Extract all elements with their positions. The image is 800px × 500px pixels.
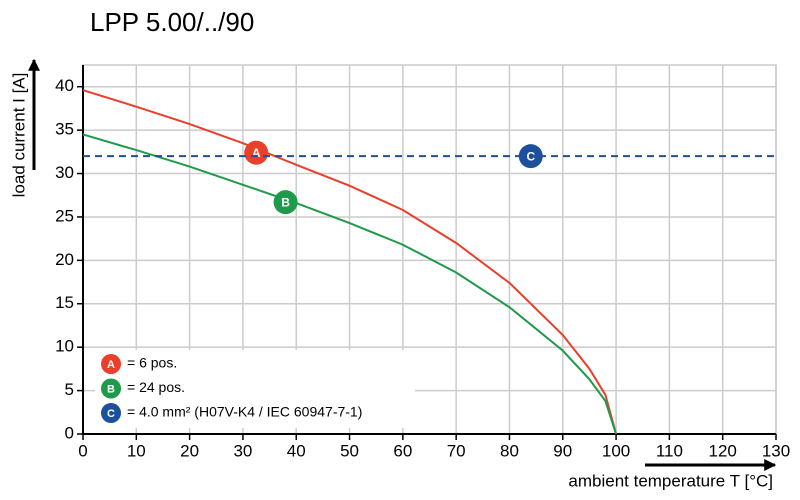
x-tick-label: 80 [500, 441, 519, 460]
marker-badge [101, 378, 121, 399]
x-tick-label: 20 [180, 441, 199, 460]
series-line [82, 89, 618, 435]
y-tick-label: 0 [65, 423, 74, 442]
chart-title: LPP 5.00/../90 [90, 7, 254, 37]
y-tick-label: 10 [55, 337, 74, 356]
marker-letter: C [526, 149, 535, 163]
marker-letter: C [107, 408, 115, 420]
x-tick-label: 70 [447, 441, 466, 460]
x-tick-label: 10 [127, 441, 146, 460]
legend-label: = 24 pos. [127, 379, 185, 395]
x-tick-label: 30 [233, 441, 252, 460]
x-tick-label: 120 [709, 441, 737, 460]
marker-letter: A [252, 146, 261, 160]
x-tick-label: 130 [762, 441, 790, 460]
marker-badge [101, 403, 121, 423]
x-tick-label: 50 [340, 441, 359, 460]
y-tick-label: 30 [55, 163, 74, 182]
y-tick-label: 35 [55, 120, 74, 139]
y-tick-label: 40 [55, 76, 74, 95]
x-tick-label: 110 [656, 441, 683, 460]
series-line [82, 133, 618, 435]
legend-box [95, 350, 415, 428]
legend: A = 6 pos. B = 24 pos. C = 4.0 mm² (H07V-K4 /… [95, 350, 415, 428]
x-tick-label: 0 [78, 441, 87, 460]
marker-badge [273, 190, 298, 215]
marker-badge [518, 144, 543, 169]
x-axis-label: ambient temperature T [°C] [568, 471, 773, 490]
x-tick-label: 100 [602, 441, 630, 460]
y-tick-label: 5 [65, 380, 74, 399]
marker-badge [101, 354, 121, 374]
plot: ABC [82, 89, 776, 435]
legend-label: = 4.0 mm² (H07V-K4 / IEC 60947-7-1) [127, 404, 362, 420]
y-axis-label: load current I [A] [9, 73, 28, 198]
y-tick-label: 20 [55, 250, 74, 269]
marker-letter: B [281, 195, 290, 209]
x-tick-label: 60 [393, 441, 412, 460]
marker-letter: A [107, 359, 115, 371]
x-tick-label: 40 [287, 441, 306, 460]
y-tick-label: 25 [55, 206, 74, 225]
marker-letter: B [107, 383, 115, 395]
marker-badge [244, 140, 269, 165]
y-tick-label: 15 [55, 293, 74, 312]
x-tick-label: 90 [553, 441, 572, 460]
legend-label: = 6 pos. [127, 355, 177, 371]
